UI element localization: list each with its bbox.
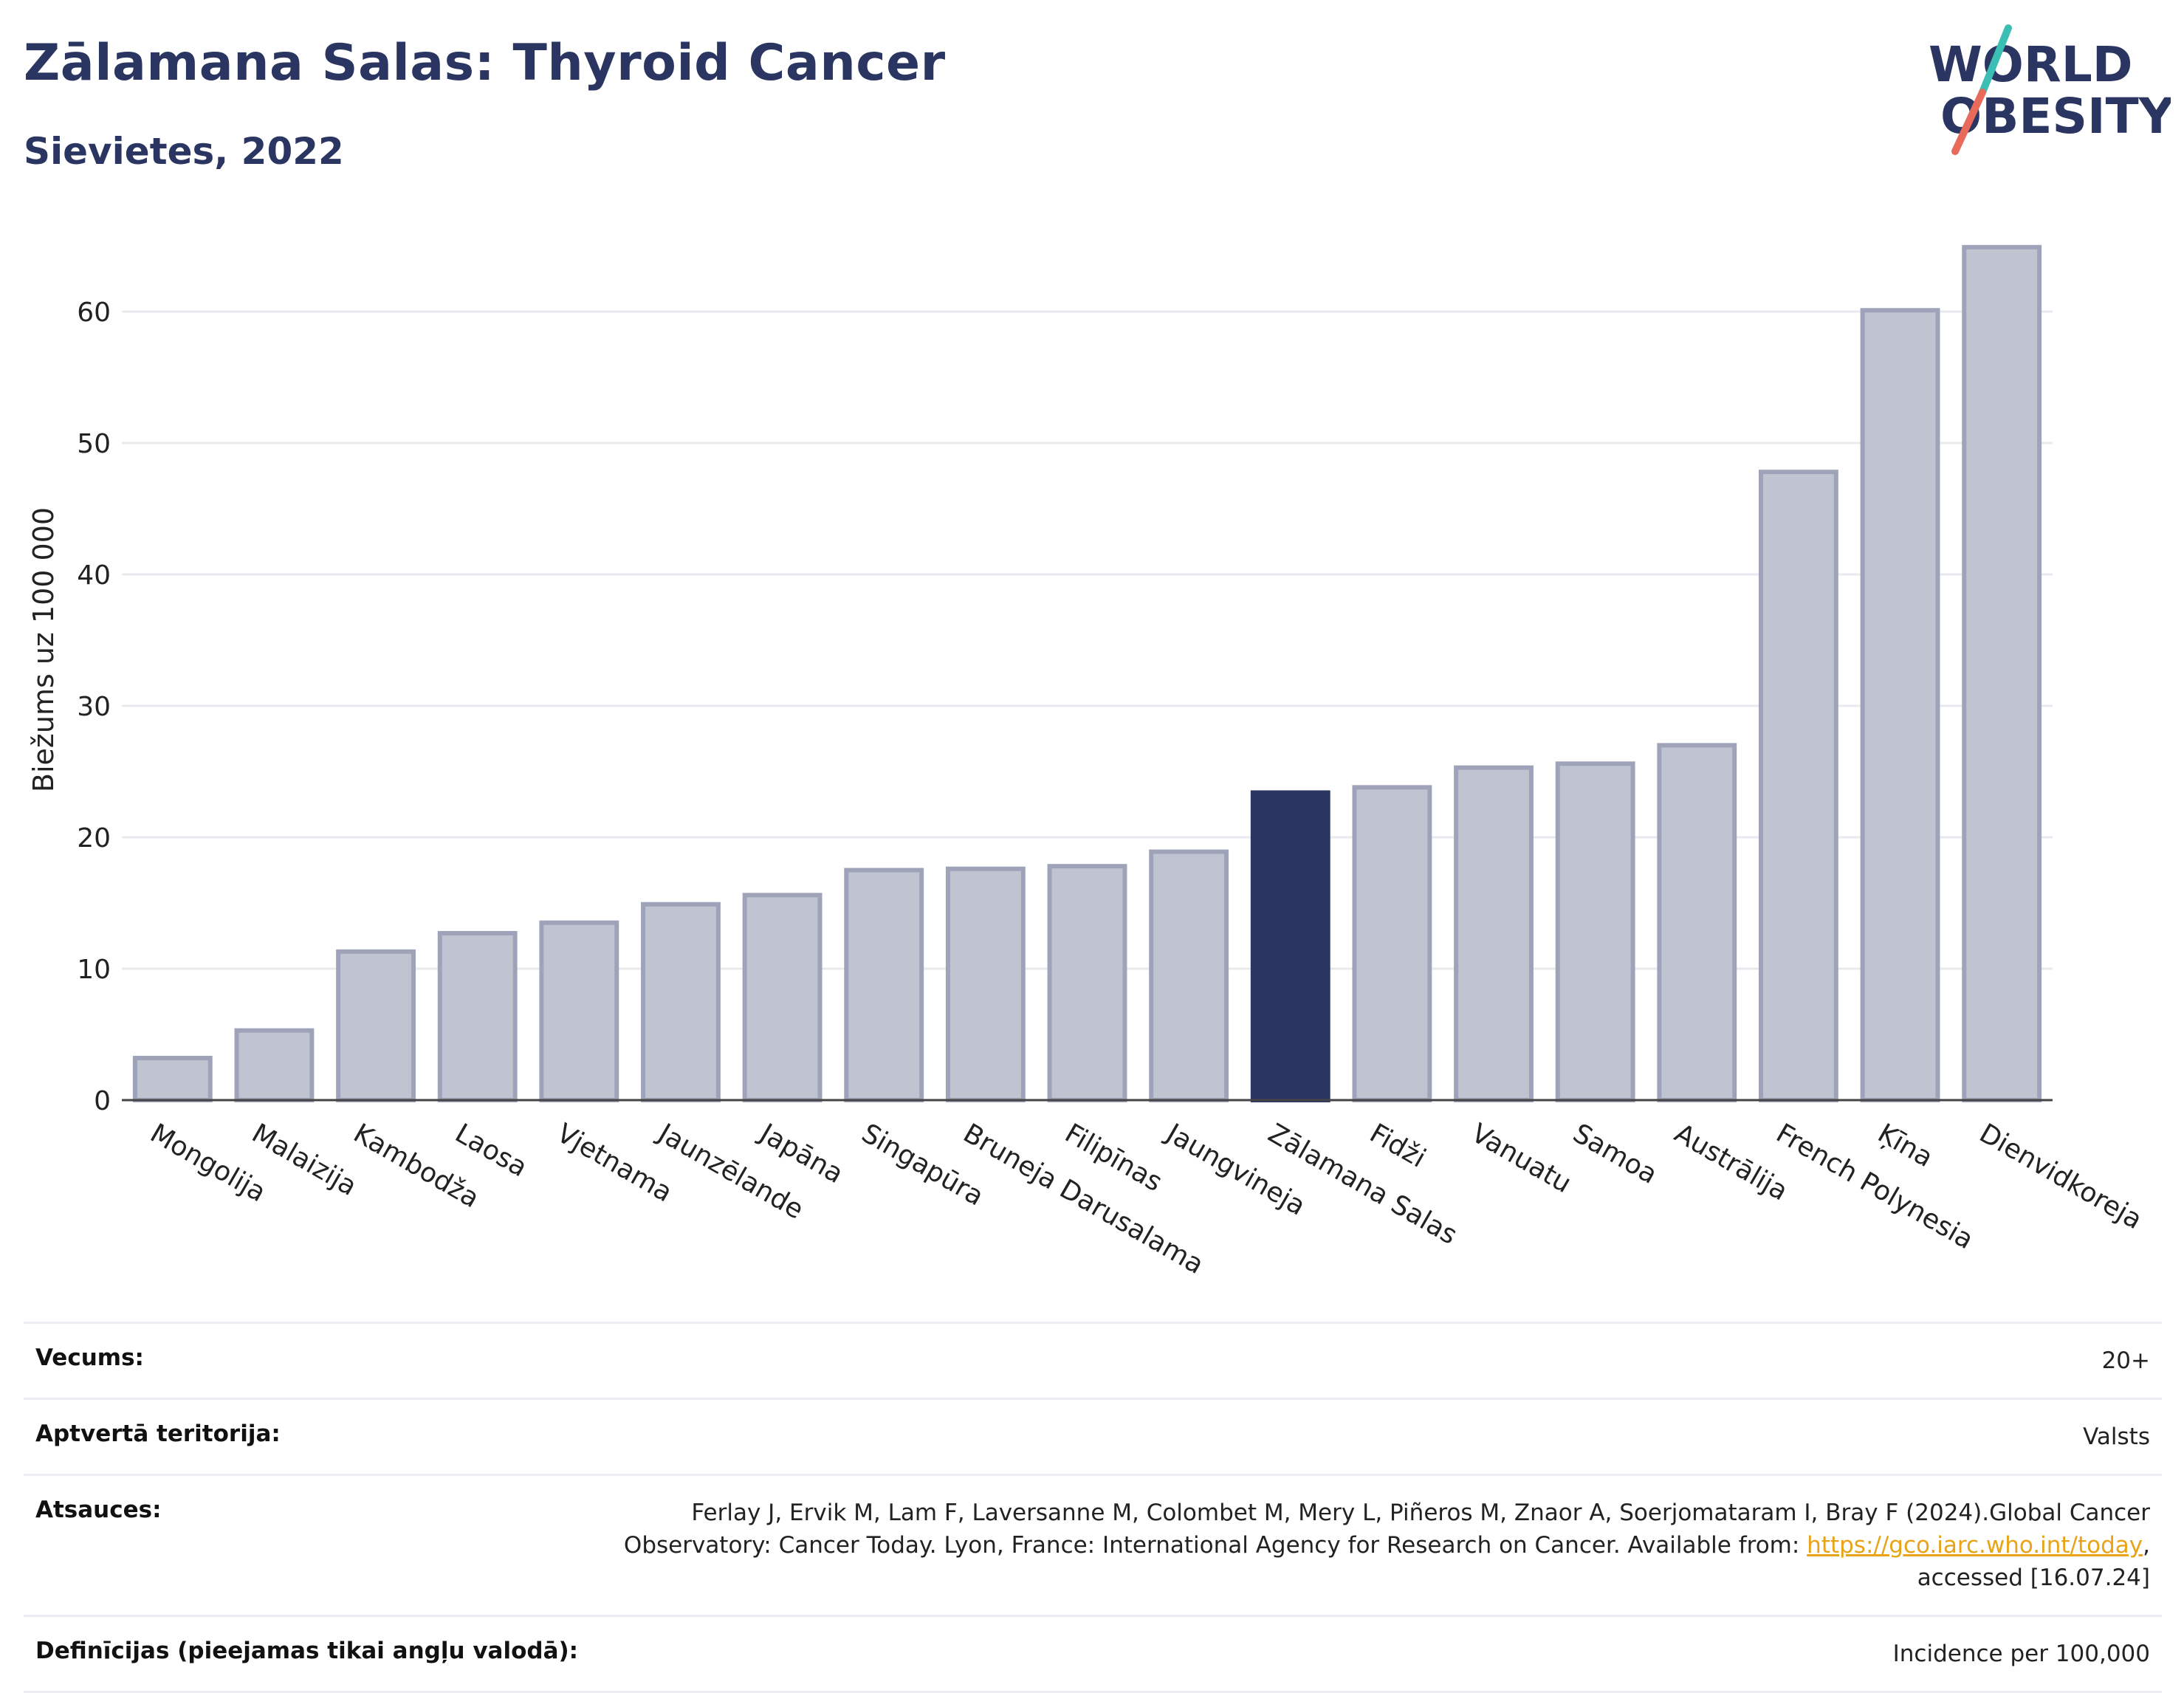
bar [1962,244,2042,1102]
logo-slash-red [1951,89,1986,155]
bar [1860,308,1940,1103]
info-row-age: Vecums: 20+ [24,1322,2162,1398]
y-tick-label: 30 [77,692,111,722]
x-tick-label: Mongolija [145,1118,271,1208]
reference-text: Ferlay J, Ervik M, Lam F, Laversanne M, … [623,1500,2150,1559]
bar [336,949,416,1102]
x-tick-label: Austrālija [1669,1118,1793,1206]
x-tick-label: Ķīna [1872,1118,1937,1173]
bar [1555,761,1635,1102]
bar [132,1056,213,1103]
x-tick-label: Fidži [1364,1118,1431,1173]
bar [437,930,518,1102]
bar [1250,790,1330,1102]
bar [1758,470,1838,1102]
info-label-age: Vecums: [35,1345,144,1371]
y-axis-label: Biežums uz 100 000 [27,507,60,792]
bar [234,1028,315,1103]
bars [132,244,2042,1103]
x-tick-label: Laosa [450,1118,532,1183]
bar [1149,849,1229,1102]
logo-slash-teal [1979,24,2012,96]
y-tick-label: 20 [77,823,111,854]
page-title: Zālamana Salas: Thyroid Cancer [24,34,946,92]
info-value-territory: Valsts [2083,1424,2150,1450]
bar [1657,743,1737,1103]
reference-accessed: , accessed [16.07.24] [1917,1532,2150,1591]
info-row-territory: Aptvertā teritorija: Valsts [24,1398,2162,1474]
y-tick-label: 0 [94,1086,111,1116]
info-value-references: Ferlay J, Ervik M, Lam F, Laversanne M, … [563,1497,2150,1594]
y-tick-labels: 0 10 20 30 40 50 60 [77,298,111,1116]
bar [844,868,924,1102]
y-tick-label: 50 [77,429,111,459]
info-row-references: Atsauces: Ferlay J, Ervik M, Lam F, Lave… [24,1474,2162,1615]
bar [1454,765,1534,1103]
bar [742,893,823,1102]
y-tick-label: 10 [77,955,111,985]
x-tick-label: French Polynesia [1771,1118,1979,1255]
info-label-references: Atsauces: [35,1497,162,1523]
bar [1352,785,1432,1102]
y-tick-label: 60 [77,298,111,328]
bar [641,902,721,1103]
page-subtitle: Sievietes, 2022 [24,130,344,173]
bar-chart: 0 10 20 30 40 50 60 Biežums uz 100 000 Mongoli… [27,244,2147,1280]
bar [539,920,619,1102]
x-tick-label: Dienvidkoreja [1974,1118,2147,1235]
x-tick-label: Vjetnama [552,1118,677,1208]
info-value-age: 20+ [2101,1347,2150,1374]
info-row-definitions: Definīcijas (pieejamas tikai angļu valod… [24,1615,2162,1693]
bar [945,866,1026,1102]
x-tick-label: Samoa [1567,1118,1662,1190]
info-value-definitions: Incidence per 100,000 [1892,1641,2150,1667]
info-table: Vecums: 20+ Aptvertā teritorija: Valsts … [24,1322,2162,1693]
logo-line-1: WORLD [1929,36,2133,93]
world-obesity-logo: WORLD OBESITY [1929,24,2171,155]
bar [1047,864,1127,1103]
reference-link[interactable]: https://gco.iarc.who.int/today [1807,1532,2143,1559]
x-tick-label: Zālamana Salas [1263,1118,1462,1250]
y-tick-label: 40 [77,560,111,591]
x-tick-label: Vanuatu [1466,1118,1576,1199]
info-label-territory: Aptvertā teritorija: [35,1421,281,1447]
info-label-definitions: Definīcijas (pieejamas tikai angļu valod… [35,1638,579,1664]
